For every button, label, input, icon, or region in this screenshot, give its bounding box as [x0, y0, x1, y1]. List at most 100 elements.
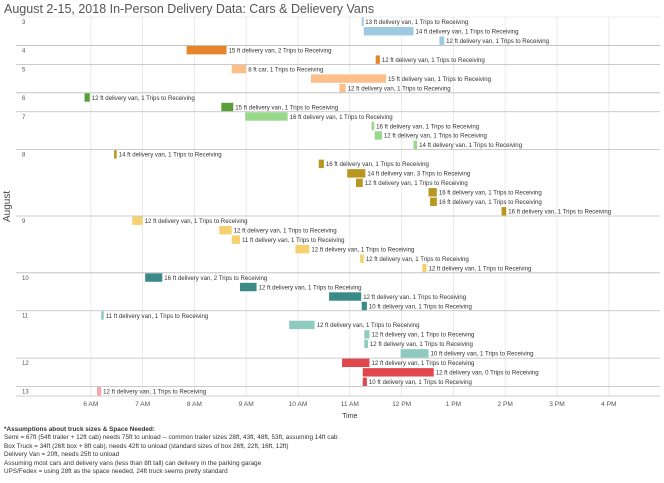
bar-label: 12 ft delivery van, 1 Trips to Receiving [446, 38, 549, 45]
gantt-bar [114, 150, 117, 159]
gantt-bar [295, 244, 310, 254]
notes-line: UPS/Fedex = using 28ft as the space need… [4, 468, 228, 476]
gantt-bar [364, 339, 368, 349]
day-label: 5 [22, 67, 26, 73]
gantt-bar [413, 140, 418, 150]
gantt-bar [231, 235, 240, 244]
notes-line: Semi = 67ft (54ft trailer + 12ft cab) ne… [4, 434, 338, 442]
bar-label: 12 ft delivery van, 1 Trips to Receiving [371, 360, 474, 367]
bar-label: 16 ft delivery van, 1 Trips to Receiving [290, 114, 393, 121]
bar-label: 12 ft delivery van, 1 Trips to Receiving [145, 218, 248, 225]
day-label: 10 [22, 276, 29, 282]
gantt-bar [364, 330, 370, 339]
x-tick-label: 11 AM [341, 401, 359, 408]
bar-label: 12 ft delivery van, 1 Trips to Receiving [348, 85, 451, 92]
bar-label: 12 ft delivery van, 1 Trips to Receiving [428, 265, 531, 272]
bar-label: 16 ft delivery van, 1 Trips to Receiving [439, 190, 542, 197]
bar-label: 12 ft delivery van, 1 Trips to Receiving [382, 57, 485, 64]
gantt-bar [501, 207, 507, 216]
gantt-bar [361, 301, 367, 311]
gantt-bar [231, 64, 247, 74]
bar-label: 8 ft car, 1 Trips to Receiving [248, 66, 323, 73]
day-label: 11 [22, 314, 29, 320]
gantt-bar [374, 131, 382, 140]
day-label: 8 [22, 153, 26, 159]
bar-label: 14 ft delivery van, 3 Trips to Receiving [367, 171, 470, 178]
gantt-bar [375, 55, 380, 64]
x-tick-label: 10 AM [289, 401, 308, 408]
bar-label: 10 ft delivery van, 1 Trips to Receiving [369, 303, 472, 310]
gantt-bar [132, 216, 143, 225]
bar-label: 12 ft delivery van, 1 Trips to Receiving [370, 341, 473, 348]
bar-label: 12 ft delivery van, 0 Trips to Receiving [436, 370, 539, 377]
gantt-bar [360, 254, 364, 263]
gantt-bar [186, 45, 227, 55]
day-label: 6 [22, 96, 26, 102]
bar-label: 12 ft delivery van, 1 Trips to Receiving [365, 180, 468, 187]
gantt-bar [239, 282, 257, 292]
gantt-bar [400, 349, 429, 358]
bar-label: 14 ft delivery van, 1 Trips to Receiving [119, 152, 222, 159]
bar-label: 12 ft delivery van, 1 Trips to Receiving [103, 389, 206, 396]
bar-label: 12 ft delivery van, 1 Trips to Receiving [234, 227, 337, 234]
bar-label: 12 ft delivery van, 1 Trips to Receiving [92, 95, 195, 102]
bar-label: 15 ft delivery van, 1 Trips to Receiving [388, 76, 491, 83]
bar-label: 10 ft delivery van, 1 Trips to Receiving [431, 351, 534, 358]
notes-line: Delivery Van = 20ft, needs 25ft to unloa… [4, 451, 120, 459]
day-label: 12 [22, 361, 29, 367]
gantt-bar [97, 387, 102, 396]
x-tick-label: 6 AM [83, 401, 98, 408]
gantt-bar [289, 320, 315, 330]
bar-label: 15 ft delivery van, 1 Trips to Receiving [235, 104, 338, 111]
gantt-bar [428, 188, 437, 197]
gantt-bar [430, 197, 437, 206]
gantt-bar [145, 273, 163, 282]
page-title: August 2-15, 2018 In-Person Delivery Dat… [4, 2, 375, 16]
day-label: 3 [22, 20, 26, 26]
bar-label: 13 ft delivery van, 1 Trips to Receiving [365, 19, 468, 26]
bar-label: 12 ft delivery van, 1 Trips to Receiving [371, 332, 474, 339]
bar-label: 16 ft delivery van, 1 Trips to Receiving [376, 123, 479, 130]
gantt-bar [347, 169, 366, 178]
gantt-bar [439, 36, 445, 45]
x-tick-label: 12 PM [392, 401, 411, 408]
gantt-bar [363, 27, 414, 36]
x-tick-label: 2 PM [498, 401, 513, 408]
x-axis-label: Time [342, 413, 357, 420]
gantt-bar [361, 17, 364, 26]
bar-label: 16 ft delivery van, 1 Trips to Receiving [326, 161, 429, 168]
day-label: 4 [22, 48, 26, 54]
gantt-bar [84, 93, 90, 102]
gantt-bar [362, 368, 434, 377]
gantt-bar [356, 178, 363, 188]
bar-label: 16 ft delivery van, 1 Trips to Receiving [439, 199, 542, 206]
gantt-bar [329, 292, 362, 301]
bar-label: 11 ft delivery van, 1 Trips to Receiving [106, 313, 209, 320]
bar-label: 12 ft delivery van, 1 Trips to Receiving [363, 294, 466, 301]
day-label: 7 [22, 115, 26, 121]
gantt-bar [101, 311, 104, 320]
x-tick-label: 1 PM [446, 401, 461, 408]
notes-line: Box Truck = 34ft (26ft box + 8ft cab), n… [4, 442, 289, 450]
bar-label: 12 ft delivery van, 1 Trips to Receiving [311, 246, 414, 253]
bar-label: 12 ft delivery van, 1 Trips to Receiving [366, 256, 469, 263]
gantt-chart: 3 13 ft delivery van, 1 Trips to Receivin… [16, 16, 660, 420]
notes-heading: *Assumptions about truck sizes & Space N… [4, 426, 155, 433]
gantt-bar [362, 377, 367, 386]
gantt-bar [310, 74, 387, 83]
gantt-bar [342, 358, 370, 368]
x-tick-label: 9 AM [239, 401, 254, 408]
bar-label: 12 ft delivery van, 1 Trips to Receiving [259, 284, 362, 291]
x-tick-label: 8 AM [187, 401, 202, 408]
day-label: 13 [22, 390, 29, 396]
gantt-bar [371, 121, 375, 131]
day-label: 9 [22, 219, 26, 225]
bar-label: 10 ft delivery van, 1 Trips to Receiving [369, 379, 472, 386]
gantt-bar [221, 102, 234, 112]
bar-label: 12 ft delivery van, 1 Trips to Receiving [317, 322, 420, 329]
gantt-bar [219, 225, 232, 235]
gantt-bar [339, 83, 346, 93]
bar-label: 14 ft delivery van, 1 Trips to Receiving [416, 29, 519, 36]
x-tick-label: 3 PM [549, 401, 564, 408]
gantt-bar [245, 112, 288, 121]
